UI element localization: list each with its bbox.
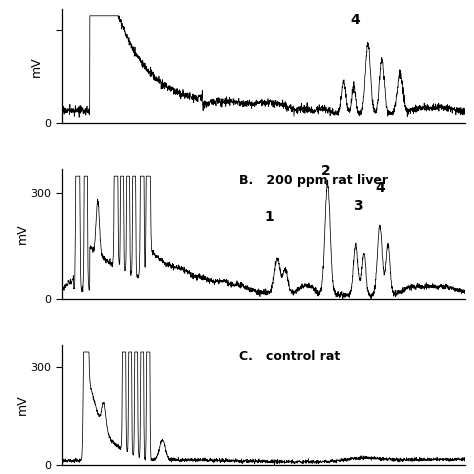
Text: 4: 4 (351, 13, 361, 27)
Y-axis label: mV: mV (16, 224, 29, 245)
Text: 1: 1 (264, 210, 274, 224)
Y-axis label: mV: mV (30, 56, 43, 76)
Y-axis label: mV: mV (16, 395, 29, 415)
Text: 3: 3 (353, 199, 363, 213)
Text: 4: 4 (375, 181, 385, 195)
Text: C.   control rat: C. control rat (239, 350, 340, 363)
Text: 2: 2 (320, 164, 330, 178)
Text: B.   200 ppm rat liver: B. 200 ppm rat liver (239, 174, 388, 187)
